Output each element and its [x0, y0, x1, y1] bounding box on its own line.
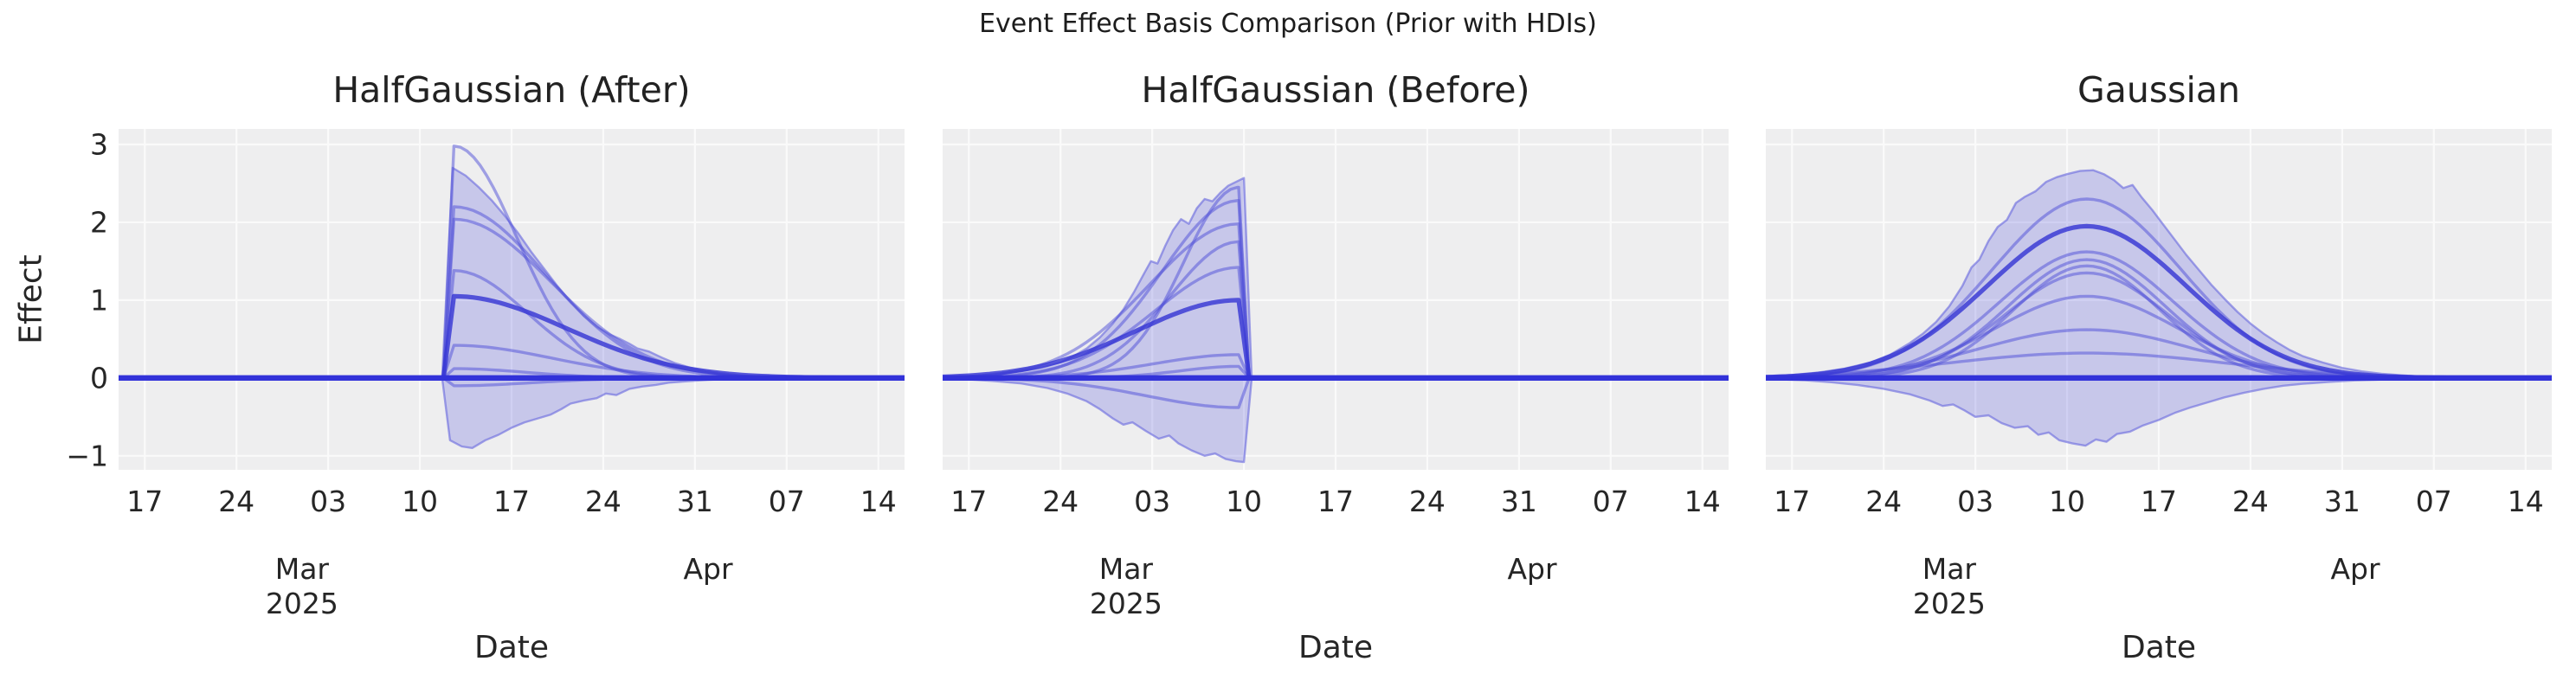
month-label: Apr — [1507, 552, 1557, 586]
x-tick-label: 07 — [1592, 485, 1629, 518]
subplot-halfgaussian-before: HalfGaussian (Before) Date 17 24 03 10 17 24 3… — [943, 0, 1729, 687]
x-tick-label: 31 — [2323, 485, 2360, 518]
x-tick-label: 24 — [2231, 485, 2269, 518]
subplot-gaussian: Gaussian Date 17 24 03 10 17 24 31 07 14 Mar 2025 A… — [1766, 0, 2552, 687]
x-tick-label: 03 — [1134, 485, 1171, 518]
y-tick-label: 0 — [90, 361, 108, 395]
x-tick-label: 10 — [1226, 485, 1263, 518]
x-axis-label: Date — [473, 630, 550, 665]
x-tick-label: 10 — [2049, 485, 2086, 518]
y-tick-label: 1 — [90, 283, 108, 318]
x-tick-label: 17 — [493, 485, 530, 518]
y-tick-label: 2 — [90, 205, 108, 240]
x-tick-label: 03 — [310, 485, 347, 518]
figure-title: Event Effect Basis Comparison (Prior wit… — [979, 9, 1597, 39]
x-tick-label: 07 — [2415, 485, 2452, 518]
y-tick-label: −1 — [66, 439, 108, 473]
month-label: Apr — [2330, 552, 2380, 586]
x-tick-label: 17 — [1317, 485, 1354, 518]
x-tick-label: 14 — [2507, 485, 2544, 518]
plot-canvas — [1766, 129, 2552, 470]
subplot-title: HalfGaussian (Before) — [1141, 69, 1530, 111]
x-tick-label: 03 — [1957, 485, 1994, 518]
x-tick-label: 14 — [1684, 485, 1721, 518]
x-tick-label: 24 — [1408, 485, 1446, 518]
subplot-halfgaussian-after: HalfGaussian (After) Date 17 24 03 10 17 24 31… — [66, 0, 905, 687]
x-tick-label: 17 — [1774, 485, 1811, 518]
x-axis-label: Date — [2121, 630, 2197, 665]
x-tick-label: 24 — [584, 485, 621, 518]
x-axis-label: Date — [1298, 630, 1374, 665]
median-sample-line — [943, 298, 1729, 381]
x-tick-label: 17 — [950, 485, 988, 518]
x-tick-label: 31 — [676, 485, 713, 518]
y-axis-label: Effect — [13, 254, 49, 344]
y-tick-label: 3 — [90, 127, 108, 162]
x-tick-label: 24 — [1042, 485, 1079, 518]
x-tick-label: 14 — [860, 485, 897, 518]
plot-canvas — [119, 129, 905, 470]
x-tick-label: 24 — [218, 485, 255, 518]
month-label: Apr — [683, 552, 733, 586]
x-tick-label: 31 — [1500, 485, 1537, 518]
x-tick-label: 10 — [402, 485, 439, 518]
month-label: Mar 2025 — [1912, 552, 1986, 620]
subplot-title: Gaussian — [2077, 69, 2241, 111]
x-tick-label: 07 — [768, 485, 805, 518]
month-label: Mar 2025 — [1089, 552, 1162, 620]
x-tick-label: 17 — [126, 485, 164, 518]
month-label: Mar 2025 — [265, 552, 338, 620]
plot-canvas — [943, 129, 1729, 470]
subplot-title: HalfGaussian (After) — [332, 69, 691, 111]
x-tick-label: 17 — [2141, 485, 2177, 518]
x-tick-label: 24 — [1865, 485, 1903, 518]
